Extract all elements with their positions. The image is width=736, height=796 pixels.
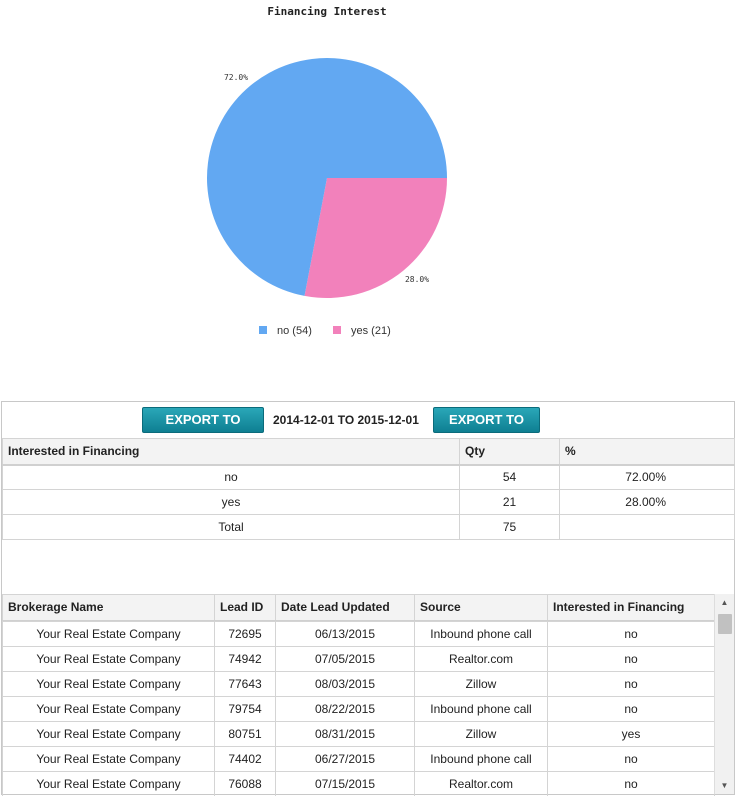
summary-label: no [2, 464, 460, 490]
source-cell: Zillow [414, 671, 548, 697]
interested-cell: no [547, 746, 715, 772]
table-row[interactable]: Your Real Estate Company 76088 07/15/201… [2, 771, 715, 796]
pie-slice-no[interactable] [207, 57, 447, 296]
summary-row: no 54 72.00% [2, 464, 735, 490]
interested-cell: no [547, 646, 715, 672]
table-row[interactable]: Your Real Estate Company 79754 08/22/201… [2, 696, 715, 722]
date-cell: 07/15/2015 [275, 771, 415, 796]
pie-chart-svg: Financing Interest 28.0% 72.0% no (54) yes… [207, 5, 447, 337]
detail-grid: Brokerage Name Lead ID Date Lead Updated… [2, 594, 734, 796]
table-row[interactable]: Your Real Estate Company 74402 06/27/201… [2, 746, 715, 772]
summary-row: yes 21 28.00% [2, 489, 735, 515]
summary-table: Interested in Financing Qty % no 54 72.0… [2, 438, 735, 540]
summary-percent [559, 514, 735, 540]
source-cell: Inbound phone call [414, 621, 548, 647]
column-header-brokerage[interactable]: Brokerage Name [2, 594, 215, 622]
brokerage-cell: Your Real Estate Company [2, 671, 215, 697]
legend-swatch-no [259, 326, 267, 334]
date-cell: 08/31/2015 [275, 721, 415, 747]
column-header-interested[interactable]: Interested in Financing [547, 594, 715, 622]
date-cell: 08/03/2015 [275, 671, 415, 697]
date-cell: 08/22/2015 [275, 696, 415, 722]
interested-cell: no [547, 671, 715, 697]
export-excel-button[interactable]: EXPORT TO EXCEL [142, 407, 264, 451]
table-row[interactable]: Your Real Estate Company 74942 07/05/201… [2, 646, 715, 672]
lead-id-cell: 80751 [214, 721, 276, 747]
summary-header-row: Interested in Financing Qty % [2, 438, 735, 466]
column-header-percent[interactable]: % [559, 438, 735, 466]
source-cell: Inbound phone call [414, 696, 548, 722]
brokerage-cell: Your Real Estate Company [2, 696, 215, 722]
interested-cell: yes [547, 721, 715, 747]
chart-title: Financing Interest [267, 5, 386, 18]
lead-id-cell: 72695 [214, 621, 276, 647]
brokerage-cell: Your Real Estate Company [2, 771, 215, 796]
legend-swatch-yes [333, 326, 341, 334]
brokerage-cell: Your Real Estate Company [2, 746, 215, 772]
pie-chart: Financing Interest 28.0% 72.0% no (54) yes… [0, 0, 736, 350]
column-header-date-updated[interactable]: Date Lead Updated [275, 594, 415, 622]
summary-percent: 72.00% [559, 464, 735, 490]
detail-header-table: Brokerage Name Lead ID Date Lead Updated… [2, 594, 715, 622]
export-pdf-button[interactable]: EXPORT TO PDF [433, 407, 540, 451]
slice-percent-label-no: 72.0% [224, 73, 248, 82]
scroll-up-arrow-icon[interactable]: ▲ [720, 598, 729, 607]
interested-cell: no [547, 696, 715, 722]
brokerage-cell: Your Real Estate Company [2, 621, 215, 647]
interested-cell: no [547, 771, 715, 796]
brokerage-cell: Your Real Estate Company [2, 646, 215, 672]
table-row[interactable]: Your Real Estate Company 72695 06/13/201… [2, 621, 715, 647]
lead-id-cell: 74402 [214, 746, 276, 772]
legend-label-yes: yes (21) [351, 325, 391, 337]
vertical-scrollbar[interactable]: ▲ ▼ [714, 594, 734, 794]
lead-id-cell: 74942 [214, 646, 276, 672]
detail-header-row: Brokerage Name Lead ID Date Lead Updated… [2, 594, 715, 622]
date-cell: 06/13/2015 [275, 621, 415, 647]
scroll-down-arrow-icon[interactable]: ▼ [720, 781, 729, 790]
column-header-qty[interactable]: Qty [459, 438, 560, 466]
pie-slice-yes[interactable] [304, 178, 447, 298]
slice-percent-label-yes: 28.0% [405, 275, 429, 284]
lead-id-cell: 79754 [214, 696, 276, 722]
lead-id-cell: 76088 [214, 771, 276, 796]
source-cell: Realtor.com [414, 646, 548, 672]
source-cell: Realtor.com [414, 771, 548, 796]
report-panel: EXPORT TO EXCEL 2014-12-01 TO 2015-12-01… [1, 401, 735, 796]
column-header-interested[interactable]: Interested in Financing [2, 438, 460, 466]
table-row[interactable]: Your Real Estate Company 80751 08/31/201… [2, 721, 715, 747]
column-header-lead-id[interactable]: Lead ID [214, 594, 276, 622]
detail-body-table: Your Real Estate Company 72695 06/13/201… [2, 621, 715, 796]
summary-qty: 21 [459, 489, 560, 515]
table-row[interactable]: Your Real Estate Company 77643 08/03/201… [2, 671, 715, 697]
summary-total-row: Total 75 [2, 514, 735, 540]
summary-label: yes [2, 489, 460, 515]
date-cell: 06/27/2015 [275, 746, 415, 772]
summary-percent: 28.00% [559, 489, 735, 515]
brokerage-cell: Your Real Estate Company [2, 721, 215, 747]
date-cell: 07/05/2015 [275, 646, 415, 672]
date-range-label: 2014-12-01 TO 2015-12-01 [273, 413, 419, 427]
scrollbar-thumb[interactable] [718, 614, 732, 634]
summary-qty: 54 [459, 464, 560, 490]
source-cell: Zillow [414, 721, 548, 747]
legend-label-no: no (54) [277, 325, 312, 337]
lead-id-cell: 77643 [214, 671, 276, 697]
source-cell: Inbound phone call [414, 746, 548, 772]
summary-qty: 75 [459, 514, 560, 540]
interested-cell: no [547, 621, 715, 647]
report-toolbar: EXPORT TO EXCEL 2014-12-01 TO 2015-12-01… [2, 402, 734, 451]
summary-label: Total [2, 514, 460, 540]
column-header-source[interactable]: Source [414, 594, 548, 622]
